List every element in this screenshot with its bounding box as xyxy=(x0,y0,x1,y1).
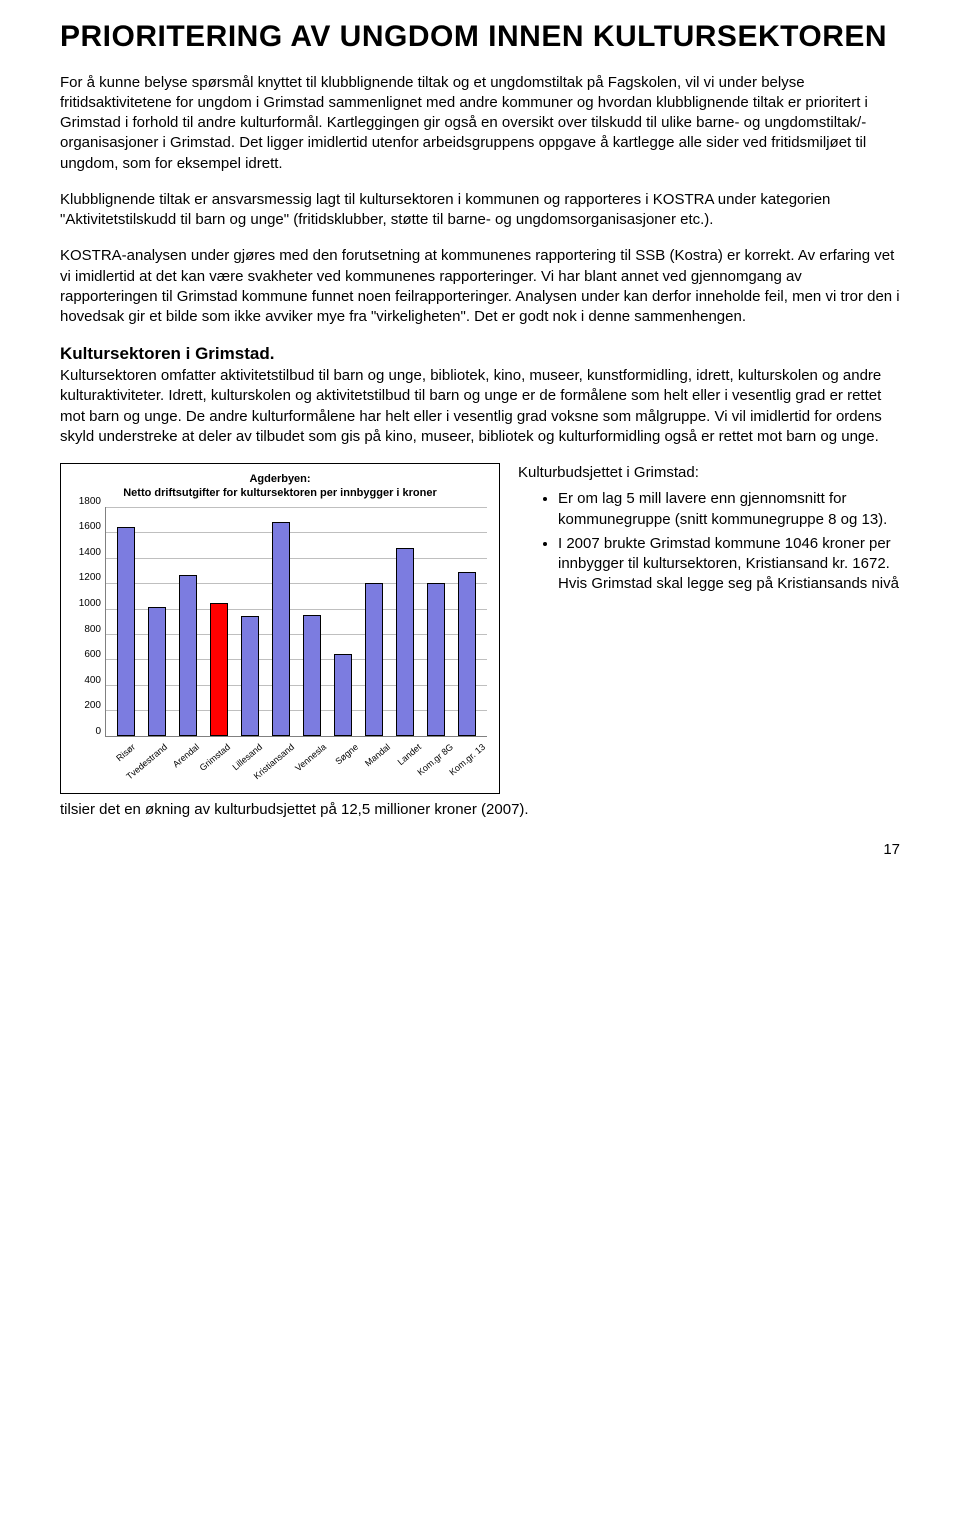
closing-line: tilsier det en økning av kulturbudsjette… xyxy=(60,800,900,820)
chart-annotation-text: Kulturbudsjettet i Grimstad: Er om lag 5… xyxy=(518,463,900,599)
bar xyxy=(458,572,476,736)
bar xyxy=(303,615,321,736)
chart-y-axis: 020040060080010001200140016001800 xyxy=(73,507,105,737)
annotation-bullets: Er om lag 5 mill lavere enn gjennomsnitt… xyxy=(518,489,900,594)
annotation-bullet: Er om lag 5 mill lavere enn gjennomsnitt… xyxy=(558,489,900,530)
bar xyxy=(241,616,259,736)
bar xyxy=(179,575,197,735)
page-title: PRIORITERING AV UNGDOM INNEN KULTURSEKTO… xyxy=(60,20,900,55)
page-number: 17 xyxy=(60,840,900,860)
chart-plot-area xyxy=(105,507,487,737)
chart-x-axis: RisørTvedestrandArendalGrimstadLillesand… xyxy=(73,741,487,787)
bar xyxy=(210,603,228,736)
x-tick-label: Kom.gr. 13 xyxy=(466,741,509,788)
bar xyxy=(272,522,290,736)
bar-chart: Agderbyen: Netto driftsutgifter for kult… xyxy=(60,463,500,794)
annotation-intro: Kulturbudsjettet i Grimstad: xyxy=(518,463,900,483)
section-heading: Kultursektoren i Grimstad. xyxy=(60,344,274,363)
section-paragraph: Kultursektoren i Grimstad. Kultursektore… xyxy=(60,343,900,447)
chart-and-text-row: Agderbyen: Netto driftsutgifter for kult… xyxy=(60,463,900,794)
paragraph-1: For å kunne belyse spørsmål knyttet til … xyxy=(60,73,900,174)
bar xyxy=(117,527,135,736)
chart-title: Agderbyen: Netto driftsutgifter for kult… xyxy=(73,472,487,501)
annotation-bullet: I 2007 brukte Grimstad kommune 1046 kron… xyxy=(558,534,900,595)
bar xyxy=(148,607,166,735)
bar xyxy=(427,583,445,736)
bar xyxy=(334,654,352,735)
bar xyxy=(396,548,414,736)
bar xyxy=(365,583,383,736)
paragraph-3: KOSTRA-analysen under gjøres med den for… xyxy=(60,246,900,327)
paragraph-2: Klubblignende tiltak er ansvarsmessig la… xyxy=(60,190,900,231)
section-body: Kultursektoren omfatter aktivitetstilbud… xyxy=(60,367,882,445)
